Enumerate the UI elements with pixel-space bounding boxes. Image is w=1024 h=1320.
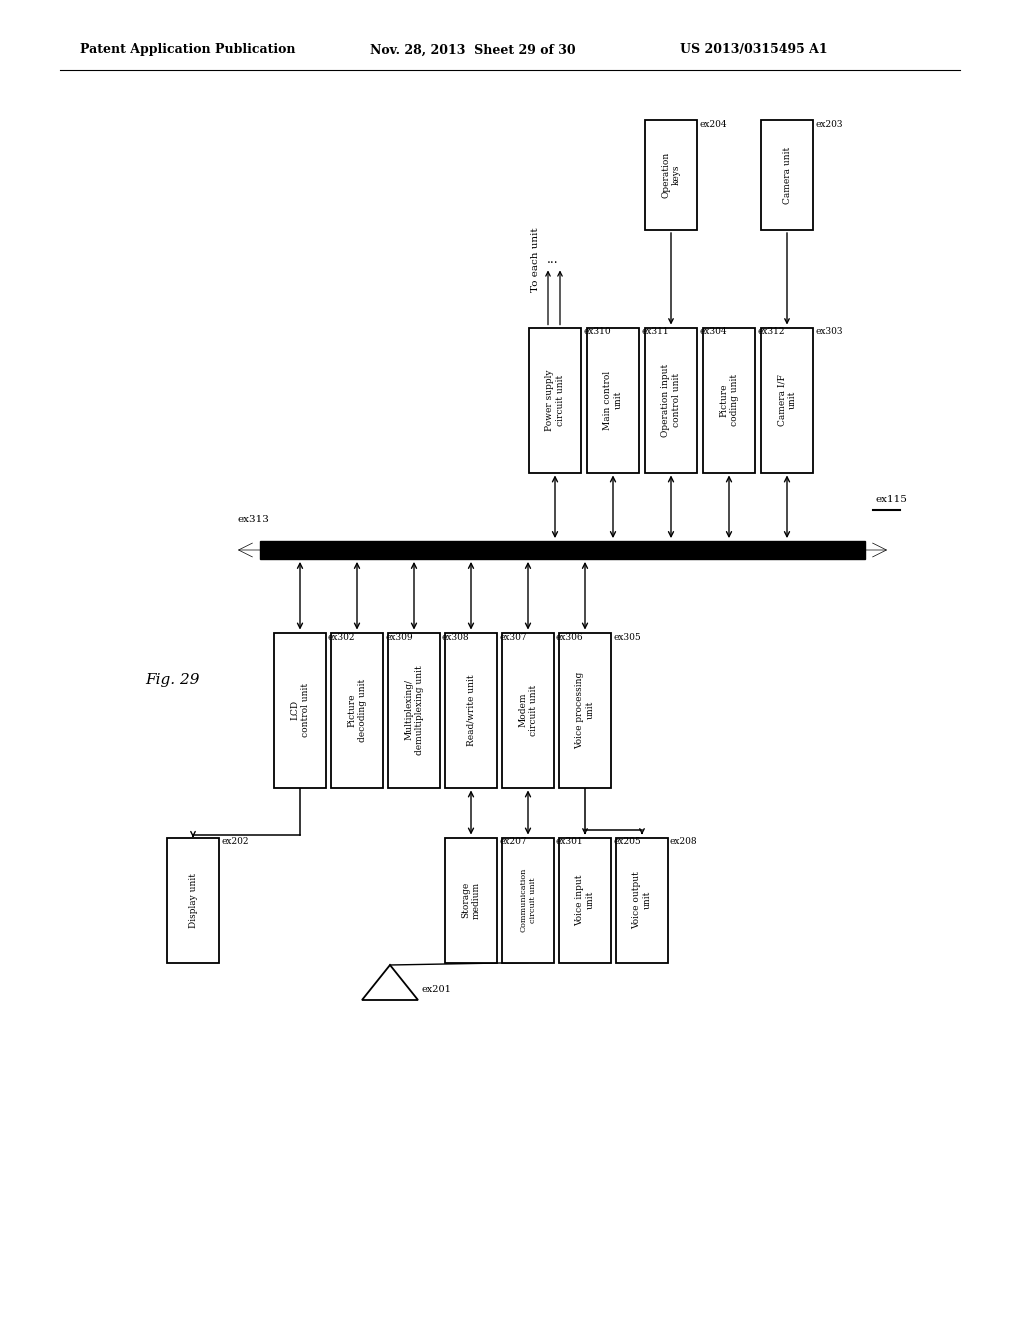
Text: ex208: ex208 xyxy=(670,837,697,846)
Text: Operation input
control unit: Operation input control unit xyxy=(662,363,681,437)
Bar xyxy=(502,632,554,788)
Text: Modem
circuit unit: Modem circuit unit xyxy=(518,684,538,735)
Text: US 2013/0315495 A1: US 2013/0315495 A1 xyxy=(680,44,827,57)
Text: ex309: ex309 xyxy=(385,632,413,642)
Bar xyxy=(331,632,383,788)
Text: Nov. 28, 2013  Sheet 29 of 30: Nov. 28, 2013 Sheet 29 of 30 xyxy=(370,44,575,57)
Text: ex203: ex203 xyxy=(815,120,843,129)
Text: To each unit: To each unit xyxy=(530,227,540,292)
Text: ex313: ex313 xyxy=(238,516,270,524)
Text: ex302: ex302 xyxy=(328,632,355,642)
Text: Voice output
unit: Voice output unit xyxy=(632,871,651,929)
Text: ex310: ex310 xyxy=(583,327,610,337)
Bar xyxy=(559,632,611,788)
Text: Fig. 29: Fig. 29 xyxy=(145,673,200,686)
Text: ex301: ex301 xyxy=(556,837,584,846)
Text: ex115: ex115 xyxy=(874,495,907,504)
Text: Picture
decoding unit: Picture decoding unit xyxy=(347,678,367,742)
Text: LCD
control unit: LCD control unit xyxy=(290,682,309,737)
Text: Power supply
circuit unit: Power supply circuit unit xyxy=(546,370,564,430)
Bar xyxy=(445,837,497,962)
Bar xyxy=(761,120,813,230)
Text: Voice processing
unit: Voice processing unit xyxy=(575,672,595,748)
Text: ex306: ex306 xyxy=(556,632,584,642)
Text: Communication
circuit unit: Communication circuit unit xyxy=(519,867,537,932)
Text: Patent Application Publication: Patent Application Publication xyxy=(80,44,296,57)
Text: Display unit: Display unit xyxy=(188,873,198,928)
Text: ex205: ex205 xyxy=(613,837,641,846)
Bar xyxy=(703,327,755,473)
Text: ex204: ex204 xyxy=(699,120,727,129)
Bar xyxy=(645,327,697,473)
Bar xyxy=(502,837,554,962)
Bar xyxy=(445,632,497,788)
Text: ex207: ex207 xyxy=(499,837,526,846)
Text: Multiplexing/
demultiplexing unit: Multiplexing/ demultiplexing unit xyxy=(404,665,424,755)
Bar xyxy=(559,837,611,962)
Bar xyxy=(529,327,581,473)
Text: Read/write unit: Read/write unit xyxy=(467,675,475,746)
Text: Main control
unit: Main control unit xyxy=(603,371,623,429)
Bar xyxy=(260,541,865,558)
Text: Camera unit: Camera unit xyxy=(782,147,792,203)
Bar xyxy=(167,837,219,962)
Text: Operation
keys: Operation keys xyxy=(662,152,681,198)
Text: ex308: ex308 xyxy=(442,632,470,642)
Text: ex311: ex311 xyxy=(641,327,669,337)
Text: ex312: ex312 xyxy=(757,327,784,337)
Bar xyxy=(388,632,440,788)
Bar xyxy=(761,327,813,473)
Bar xyxy=(587,327,639,473)
Bar xyxy=(274,632,326,788)
Text: ex303: ex303 xyxy=(815,327,843,337)
Text: ex307: ex307 xyxy=(499,632,526,642)
Text: Voice input
unit: Voice input unit xyxy=(575,874,595,925)
Text: ...: ... xyxy=(547,253,559,267)
Text: Storage
medium: Storage medium xyxy=(461,882,480,919)
Text: ex305: ex305 xyxy=(613,632,641,642)
Text: ex202: ex202 xyxy=(221,837,249,846)
Text: Picture
coding unit: Picture coding unit xyxy=(719,374,738,426)
Text: ex304: ex304 xyxy=(699,327,727,337)
Text: ex201: ex201 xyxy=(422,986,452,994)
Bar xyxy=(645,120,697,230)
Bar xyxy=(616,837,668,962)
Text: Camera I/F
unit: Camera I/F unit xyxy=(777,374,797,426)
